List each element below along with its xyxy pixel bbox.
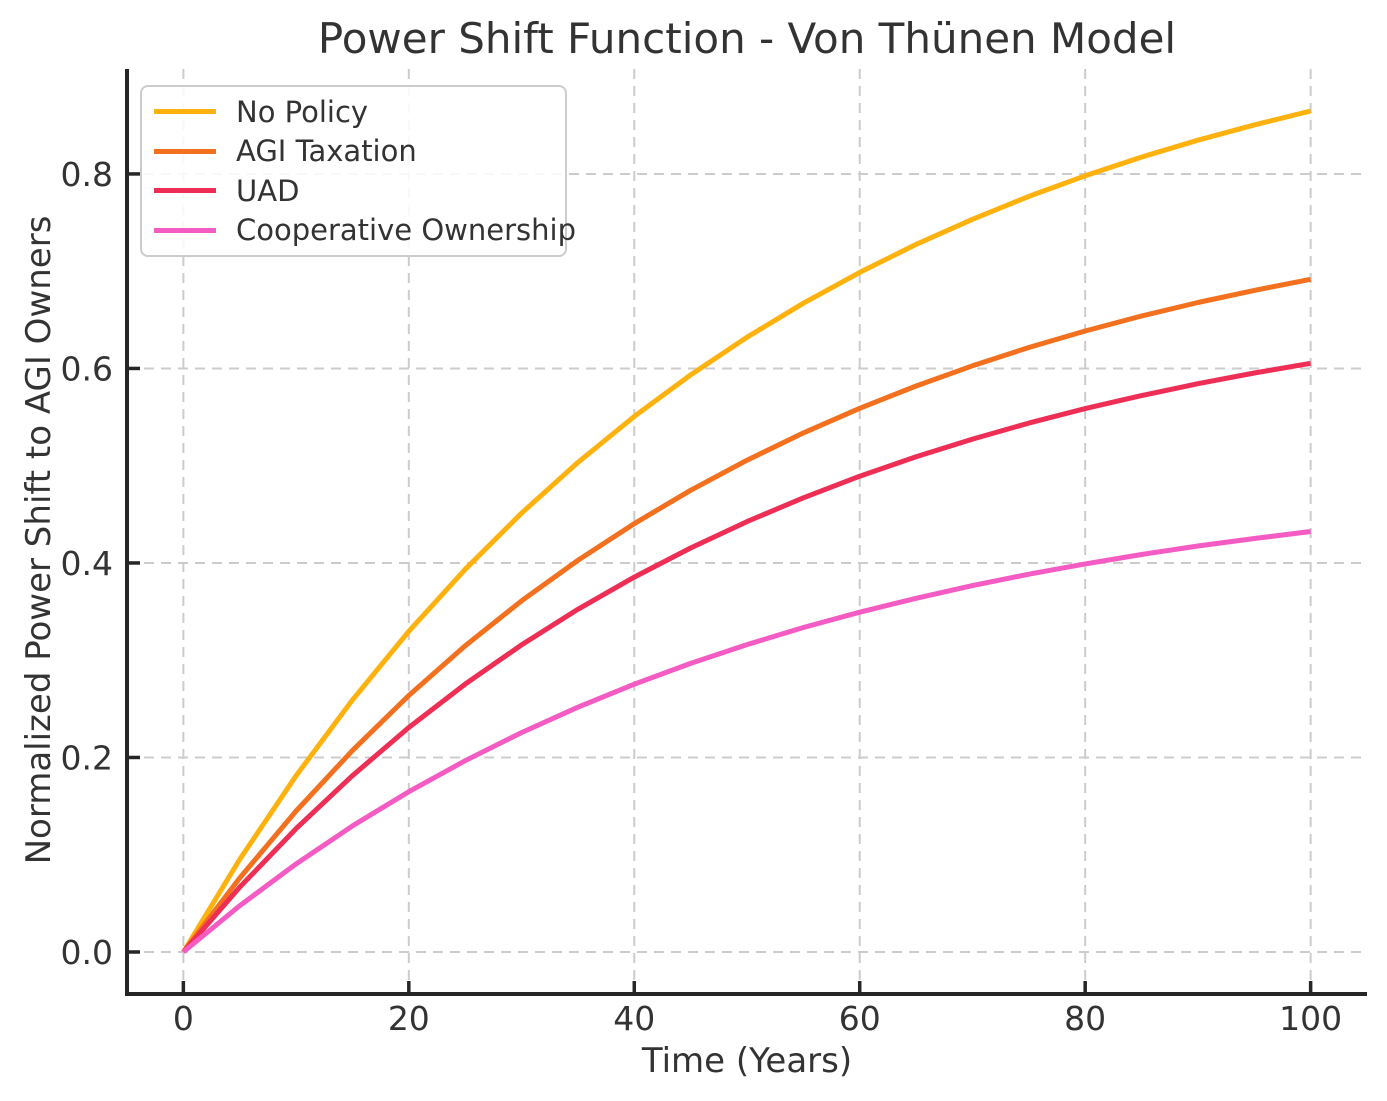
chart-title: Power Shift Function - Von Thünen Model — [317, 14, 1177, 63]
line-uad — [181, 360, 1312, 954]
legend-item-agi-taxation: AGI Taxation — [142, 132, 565, 172]
legend-line-sample — [154, 227, 216, 233]
legend: No Policy AGI Taxation UAD Cooperative Owne… — [140, 85, 576, 257]
line-cooperative-ownership — [181, 529, 1311, 954]
x-tick-label: 20 — [388, 999, 430, 1038]
x-tick-label: 0 — [173, 999, 194, 1038]
y-axis-title: Normalized Power Shift to AGI Owners — [19, 215, 59, 865]
ticks: 0 20 40 60 80 100 0.0 0.2 0.4 0.6 0.8 — [61, 155, 1343, 1038]
x-tick-label: 40 — [613, 999, 655, 1038]
y-tick-label: 0.0 — [61, 933, 113, 972]
series-lines — [181, 108, 1312, 954]
legend-label: No Policy — [236, 94, 369, 129]
y-tick-label: 0.2 — [61, 738, 113, 777]
legend-line-sample — [154, 109, 216, 115]
legend-item-uad: UAD — [142, 171, 565, 211]
spines — [125, 69, 1367, 996]
line-agi-taxation — [181, 276, 1312, 954]
x-tick-label: 80 — [1064, 999, 1106, 1038]
y-tick-label: 0.6 — [61, 349, 113, 388]
x-axis-title: Time (Years) — [641, 1041, 853, 1081]
legend-line-sample — [154, 148, 216, 154]
legend-label: UAD — [236, 173, 300, 208]
x-tick-label: 60 — [839, 999, 881, 1038]
y-tick-label: 0.4 — [61, 544, 113, 583]
legend-item-no-policy: No Policy — [142, 92, 565, 132]
x-tick-label: 100 — [1279, 999, 1342, 1038]
y-tick-label: 0.8 — [61, 155, 113, 194]
line-no-policy — [181, 108, 1312, 954]
legend-item-cooperative-ownership: Cooperative Ownership — [142, 211, 576, 251]
legend-label: Cooperative Ownership — [236, 213, 576, 248]
legend-line-sample — [154, 188, 216, 194]
legend-label: AGI Taxation — [236, 134, 417, 169]
